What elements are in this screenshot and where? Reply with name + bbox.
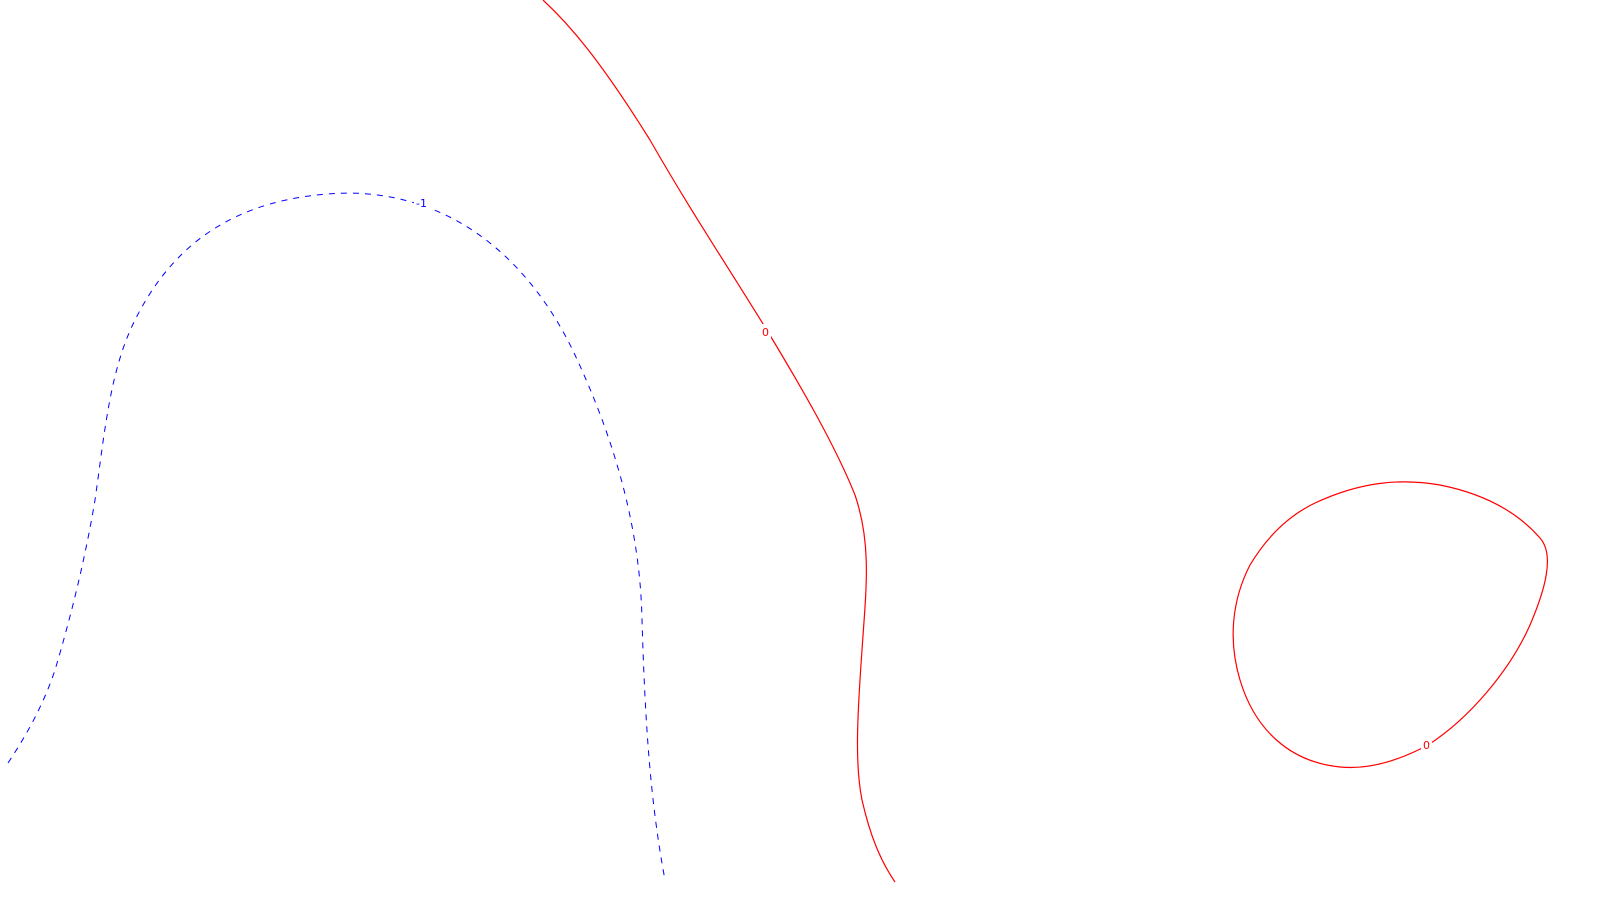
contour-zero-curve-label-bg [760,324,771,339]
contour-negative: -1 [7,192,666,881]
contour-negative-line [7,192,666,881]
contour-zero-curve-line [542,0,896,883]
contour-zero-loop: 0 [1232,481,1548,769]
contour-zero-curve: 0 [542,0,896,883]
contour-zero-loop-label: 0 [1423,739,1430,752]
contour-zero-curve-label: 0 [762,326,769,339]
contour-negative-label: -1 [416,197,427,210]
contour-negative-label-bg [414,196,430,209]
contour-zero-loop-label-bg [1421,737,1432,752]
